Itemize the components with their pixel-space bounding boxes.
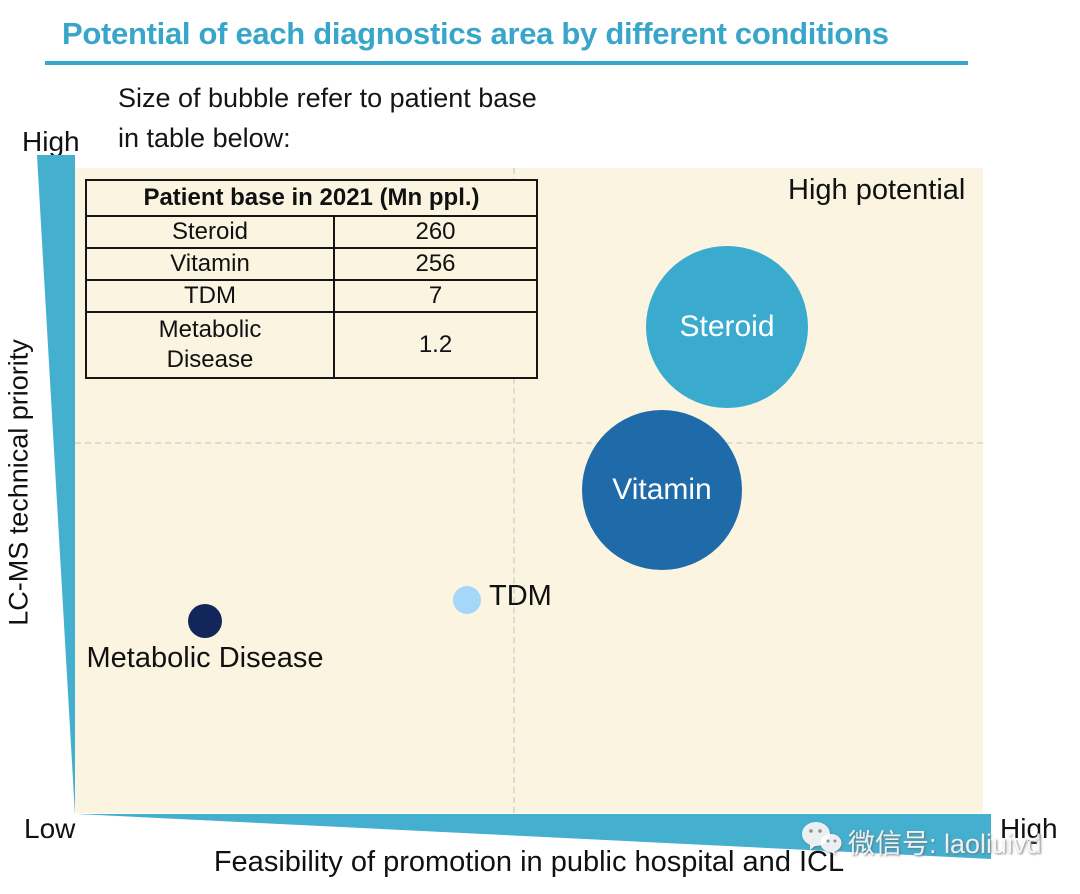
- table-cell-value: 260: [333, 215, 538, 249]
- table-row: Metabolic Disease 1.2: [85, 311, 538, 379]
- table-row: TDM 7: [85, 279, 538, 313]
- wechat-icon: [800, 820, 842, 863]
- watermark: 微信号: laoliuivd: [800, 820, 1042, 863]
- x-axis-high-label: High: [1000, 813, 1058, 844]
- table-cell-value: 256: [333, 247, 538, 281]
- table-cell-label: TDM: [85, 279, 335, 313]
- y-axis-wedge: [37, 155, 75, 815]
- table-header-row: Patient base in 2021 (Mn ppl.): [85, 179, 538, 217]
- patient-base-table: Patient base in 2021 (Mn ppl.) Steroid 2…: [85, 179, 538, 379]
- horizontal-dashed-gridline: [75, 442, 983, 444]
- table-cell-value: 1.2: [333, 311, 538, 379]
- table-cell-value: 7: [333, 279, 538, 313]
- bubble-size-note-line2: in table below:: [118, 123, 291, 153]
- y-axis-high-label: High: [22, 126, 80, 157]
- table-row: Vitamin 256: [85, 247, 538, 281]
- bubble-size-note-line1: Size of bubble refer to patient base: [118, 83, 537, 113]
- vertical-dashed-gridline: [513, 168, 515, 813]
- y-axis-title: LC-MS technical priority: [3, 339, 34, 626]
- table-cell-label: Vitamin: [85, 247, 335, 281]
- origin-low-label: Low: [24, 813, 76, 844]
- high-potential-annotation: High potential: [788, 174, 966, 206]
- table-cell-label: Steroid: [85, 215, 335, 249]
- table-header: Patient base in 2021 (Mn ppl.): [85, 179, 538, 217]
- page-title: Potential of each diagnostics area by di…: [62, 16, 889, 51]
- table-cell-label: Metabolic Disease: [85, 311, 335, 379]
- title-underline: [45, 61, 968, 65]
- x-axis-title: Feasibility of promotion in public hospi…: [213, 846, 845, 878]
- table-row: Steroid 260: [85, 215, 538, 249]
- watermark-text: 微信号: laoliuivd: [848, 829, 1042, 859]
